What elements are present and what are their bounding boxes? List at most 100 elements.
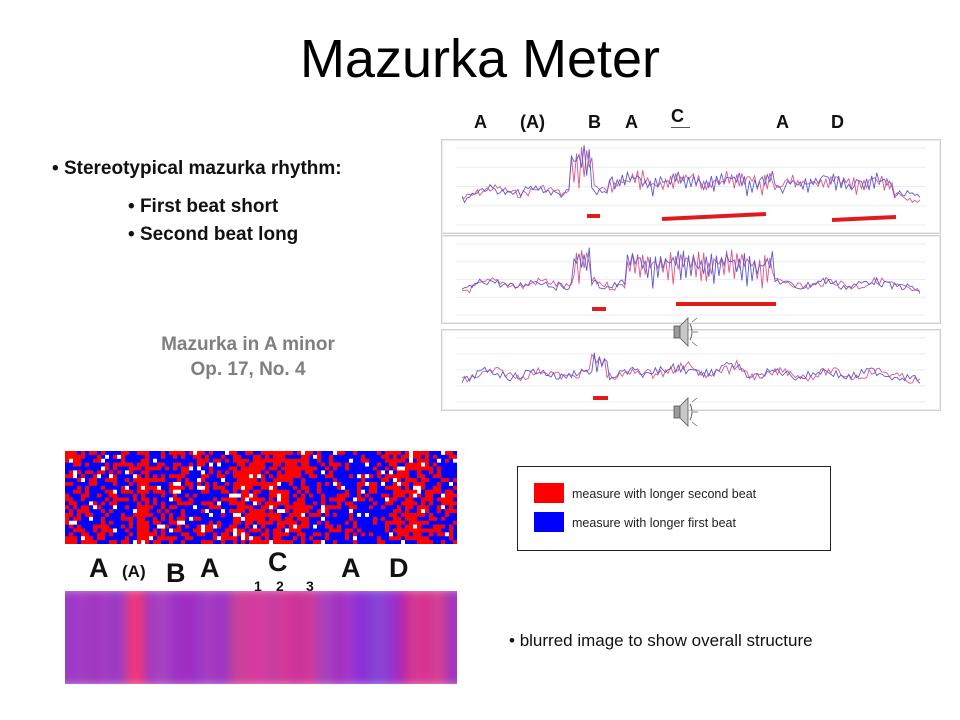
section-label-a: A bbox=[625, 112, 638, 132]
heatmap-cell bbox=[253, 458, 258, 463]
heatmap-cell bbox=[217, 466, 222, 471]
heatmap-cell bbox=[405, 520, 410, 525]
heatmap-cell bbox=[141, 497, 146, 502]
heatmap-cell bbox=[253, 509, 258, 514]
heatmap-cell bbox=[293, 524, 298, 529]
heatmap-cell bbox=[373, 505, 378, 510]
heatmap-cell bbox=[349, 524, 354, 529]
speaker-icon[interactable] bbox=[666, 312, 700, 352]
heatmap-cell bbox=[197, 516, 202, 522]
heatmap-cell bbox=[233, 489, 238, 494]
heatmap-cell bbox=[145, 497, 150, 502]
heatmap-cell bbox=[445, 536, 450, 541]
blurred-heatmap-band bbox=[325, 591, 335, 684]
heatmap-cell bbox=[309, 501, 314, 506]
heatmap-cell bbox=[133, 513, 138, 518]
heatmap-cell bbox=[189, 524, 194, 529]
heatmap-cell bbox=[141, 536, 146, 541]
heatmap-cell bbox=[425, 520, 430, 525]
heatmap-cell bbox=[425, 478, 430, 483]
heatmap-cell bbox=[277, 513, 282, 518]
heatmap-cell bbox=[369, 536, 374, 541]
heatmap-sublabel: 3 bbox=[306, 578, 314, 594]
heatmap-cell bbox=[273, 458, 278, 463]
heatmap-cell bbox=[197, 501, 202, 506]
heatmap-cell bbox=[385, 520, 390, 525]
heatmap-cell bbox=[189, 462, 194, 467]
heatmap-cell bbox=[277, 482, 282, 487]
heatmap-cell bbox=[385, 493, 390, 498]
heatmap-cell bbox=[145, 489, 150, 494]
heatmap-cell bbox=[325, 497, 330, 502]
heatmap-cell bbox=[369, 454, 374, 460]
heatmap-cell bbox=[277, 516, 282, 522]
heatmap-cell bbox=[229, 458, 234, 463]
heatmap-cell bbox=[433, 462, 438, 467]
heatmap-cell bbox=[413, 513, 418, 518]
heatmap-cell bbox=[417, 528, 422, 533]
heatmap-cell bbox=[161, 493, 166, 498]
heatmap-cell bbox=[329, 462, 334, 467]
heatmap-cell bbox=[137, 466, 142, 471]
heatmap-cell bbox=[385, 497, 390, 502]
heatmap-cell bbox=[129, 462, 134, 467]
heatmap-cell bbox=[289, 474, 294, 479]
heatmap-cell bbox=[277, 509, 282, 514]
blurred-heatmap-band bbox=[92, 591, 102, 684]
heatmap-sublabel: 2 bbox=[276, 578, 284, 594]
heatmap-cell bbox=[133, 524, 138, 529]
heatmap-cell bbox=[161, 482, 166, 487]
heatmap-cell bbox=[121, 474, 126, 479]
heatmap-cell bbox=[381, 474, 386, 479]
heatmap-cell bbox=[305, 485, 310, 491]
heatmap-cell bbox=[301, 462, 306, 467]
heatmap-cell bbox=[273, 520, 278, 525]
heatmap-cell bbox=[269, 458, 274, 463]
heatmap-cell bbox=[121, 524, 126, 529]
heatmap-cell bbox=[345, 485, 350, 491]
heatmap-cell bbox=[293, 454, 298, 460]
heatmap-cell bbox=[165, 497, 170, 502]
heatmap-cell bbox=[201, 524, 206, 529]
heatmap-cell bbox=[161, 520, 166, 525]
heatmap-cell bbox=[249, 509, 254, 514]
heatmap-cell bbox=[137, 540, 142, 544]
heatmap-cell bbox=[449, 532, 454, 537]
heatmap-cell bbox=[305, 489, 310, 494]
heatmap-cell bbox=[237, 532, 242, 537]
speaker-icon[interactable] bbox=[666, 392, 700, 432]
heatmap-cell bbox=[361, 509, 366, 514]
heatmap-cell bbox=[417, 493, 422, 498]
heatmap-cell bbox=[365, 501, 370, 506]
heatmap-cell bbox=[289, 520, 294, 525]
heatmap-cell bbox=[321, 501, 326, 506]
heatmap-cell bbox=[321, 478, 326, 483]
heatmap-cell bbox=[349, 493, 354, 498]
heatmap-cell bbox=[77, 520, 82, 525]
heatmap-cell bbox=[397, 505, 402, 510]
heatmap-cell bbox=[269, 520, 274, 525]
heatmap-cell bbox=[441, 528, 446, 533]
heatmap-cell bbox=[229, 497, 234, 502]
heatmap-cell bbox=[437, 509, 442, 514]
heatmap-cell bbox=[265, 451, 270, 456]
heatmap-cell bbox=[205, 474, 210, 479]
heatmap-cell bbox=[73, 509, 78, 514]
heatmap-cell bbox=[409, 501, 414, 506]
heatmap-cell bbox=[169, 466, 174, 471]
heatmap-cell bbox=[97, 482, 102, 487]
heatmap-cell bbox=[293, 520, 298, 525]
heatmap-cell bbox=[217, 478, 222, 483]
heatmap-cell bbox=[101, 524, 106, 529]
heatmap-cell bbox=[273, 532, 278, 537]
heatmap-cell bbox=[397, 513, 402, 518]
heatmap-cell bbox=[325, 466, 330, 471]
heatmap-cell bbox=[385, 505, 390, 510]
heatmap-cell bbox=[369, 497, 374, 502]
heatmap-cell bbox=[213, 482, 218, 487]
heatmap-cell bbox=[453, 509, 457, 514]
blurred-heatmap-band bbox=[239, 591, 249, 684]
heatmap-cell bbox=[133, 462, 138, 467]
heatmap-cell bbox=[445, 454, 450, 460]
heatmap-cell bbox=[433, 458, 438, 463]
